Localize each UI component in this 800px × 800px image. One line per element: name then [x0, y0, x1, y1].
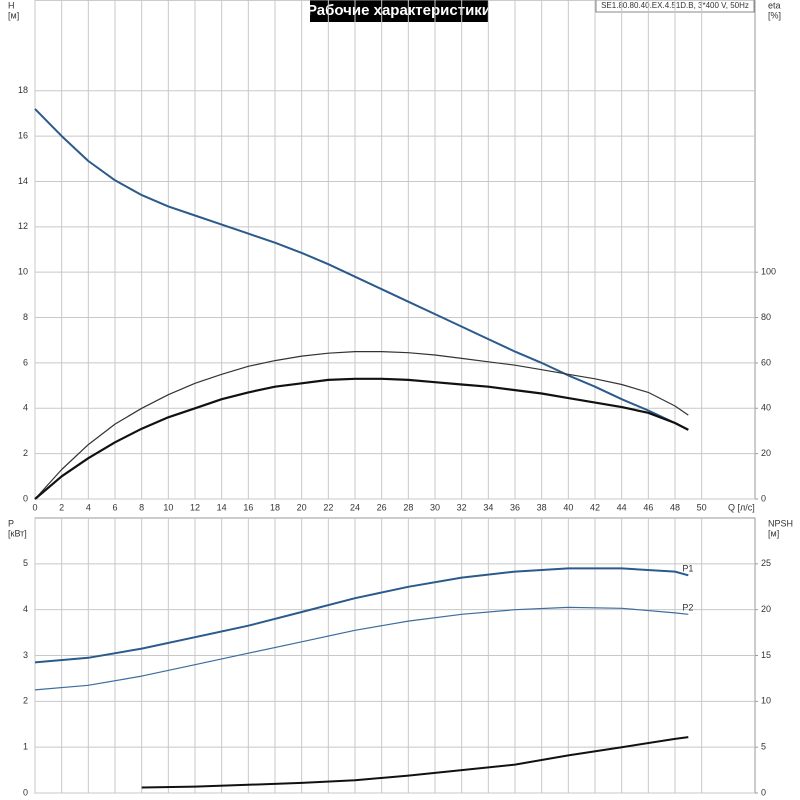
x-tick-label: 34 [483, 502, 493, 512]
y-tick-label: 5 [23, 558, 28, 568]
x-tick-label: 6 [112, 502, 117, 512]
x-tick-label: 8 [139, 502, 144, 512]
y-tick-label: 2 [23, 448, 28, 458]
x-tick-label: 2 [59, 502, 64, 512]
y2-tick-label: 80 [761, 312, 771, 322]
x-tick-label: 4 [86, 502, 91, 512]
x-tick-label: 0 [32, 502, 37, 512]
x-tick-label: 48 [670, 502, 680, 512]
y-tick-label: 6 [23, 357, 28, 367]
y-tick-label: 12 [18, 221, 28, 231]
x-tick-label: 42 [590, 502, 600, 512]
series-label: P1 [682, 564, 693, 574]
series-line [34, 567, 689, 664]
y2-tick-label: 0 [761, 787, 766, 797]
y-axis-label: P [8, 518, 14, 528]
series-line [34, 108, 689, 431]
x-tick-label: 36 [510, 502, 520, 512]
x-tick-label: 22 [323, 502, 333, 512]
y2-tick-label: 40 [761, 403, 771, 413]
y2-axis-label: NPSH [768, 518, 793, 528]
y2-axis-unit: [м] [768, 528, 779, 538]
x-tick-label: 20 [297, 502, 307, 512]
y-tick-label: 8 [23, 312, 28, 322]
x-tick-label: 12 [190, 502, 200, 512]
y2-tick-label: 20 [761, 448, 771, 458]
x-tick-label: 50 [697, 502, 707, 512]
x-tick-label: 44 [617, 502, 627, 512]
y2-tick-label: 10 [761, 696, 771, 706]
series-line [141, 736, 689, 789]
x-tick-label: 18 [270, 502, 280, 512]
y-tick-label: 16 [18, 130, 28, 140]
x-tick-label: 14 [217, 502, 227, 512]
x-tick-label: 28 [403, 502, 413, 512]
x-tick-label: 10 [163, 502, 173, 512]
y-axis-unit: [м] [8, 10, 19, 20]
y-tick-label: 3 [23, 650, 28, 660]
x-tick-label: 46 [643, 502, 653, 512]
y2-tick-label: 5 [761, 742, 766, 752]
y-tick-label: 18 [18, 85, 28, 95]
chart-title: Рабочие характеристики [307, 2, 491, 19]
y2-tick-label: 0 [761, 493, 766, 503]
y2-tick-label: 100 [761, 267, 776, 277]
x-axis-label: Q [л/с] [728, 502, 755, 512]
plot-area [34, 0, 756, 500]
y-tick-label: 0 [23, 787, 28, 797]
y2-tick-label: 20 [761, 604, 771, 614]
y2-axis-label: eta [768, 0, 781, 10]
y-axis-unit: [кВт] [8, 528, 27, 538]
y-tick-label: 4 [23, 604, 28, 614]
y-tick-label: 4 [23, 403, 28, 413]
y-tick-label: 14 [18, 176, 28, 186]
series-label: P2 [682, 603, 693, 613]
y-tick-label: 0 [23, 493, 28, 503]
y-tick-label: 1 [23, 742, 28, 752]
x-tick-label: 16 [243, 502, 253, 512]
x-tick-label: 26 [377, 502, 387, 512]
series-line [34, 377, 689, 500]
y-axis-label: H [8, 0, 15, 10]
x-tick-label: 30 [430, 502, 440, 512]
x-tick-label: 24 [350, 502, 360, 512]
y2-tick-label: 60 [761, 357, 771, 367]
x-tick-label: 40 [563, 502, 573, 512]
y2-tick-label: 15 [761, 650, 771, 660]
y2-tick-label: 25 [761, 558, 771, 568]
x-tick-label: 32 [457, 502, 467, 512]
series-line [34, 606, 689, 691]
series-line [34, 351, 689, 500]
x-tick-label: 38 [537, 502, 547, 512]
y2-axis-unit: [%] [768, 10, 781, 20]
y-tick-label: 2 [23, 696, 28, 706]
y-tick-label: 10 [18, 267, 28, 277]
